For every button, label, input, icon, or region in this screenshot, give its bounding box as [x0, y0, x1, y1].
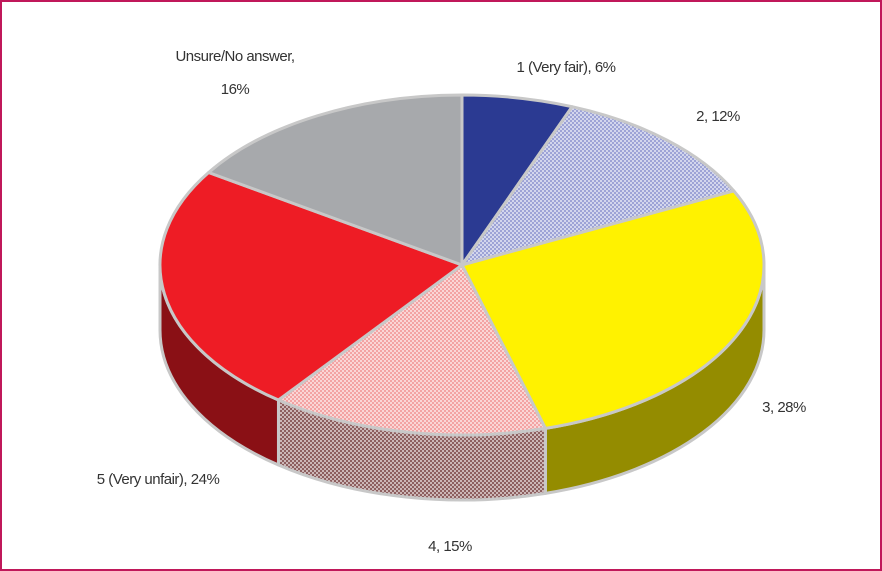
slice [276, 263, 547, 437]
data-label: 5 (Very unfair), 24% [97, 471, 220, 488]
data-label: 2, 12% [696, 108, 740, 125]
slice [460, 189, 766, 430]
data-label: Unsure/No answer, 16% [175, 48, 294, 98]
data-label: 3, 28% [762, 399, 806, 416]
slice [460, 105, 736, 267]
label-line: 16% [221, 81, 250, 98]
slice [158, 170, 464, 402]
data-label: 1 (Very fair), 6% [516, 59, 615, 76]
slice [207, 93, 464, 267]
data-label: 4, 15% [428, 538, 472, 555]
label-line: Unsure/No answer, [175, 48, 294, 65]
